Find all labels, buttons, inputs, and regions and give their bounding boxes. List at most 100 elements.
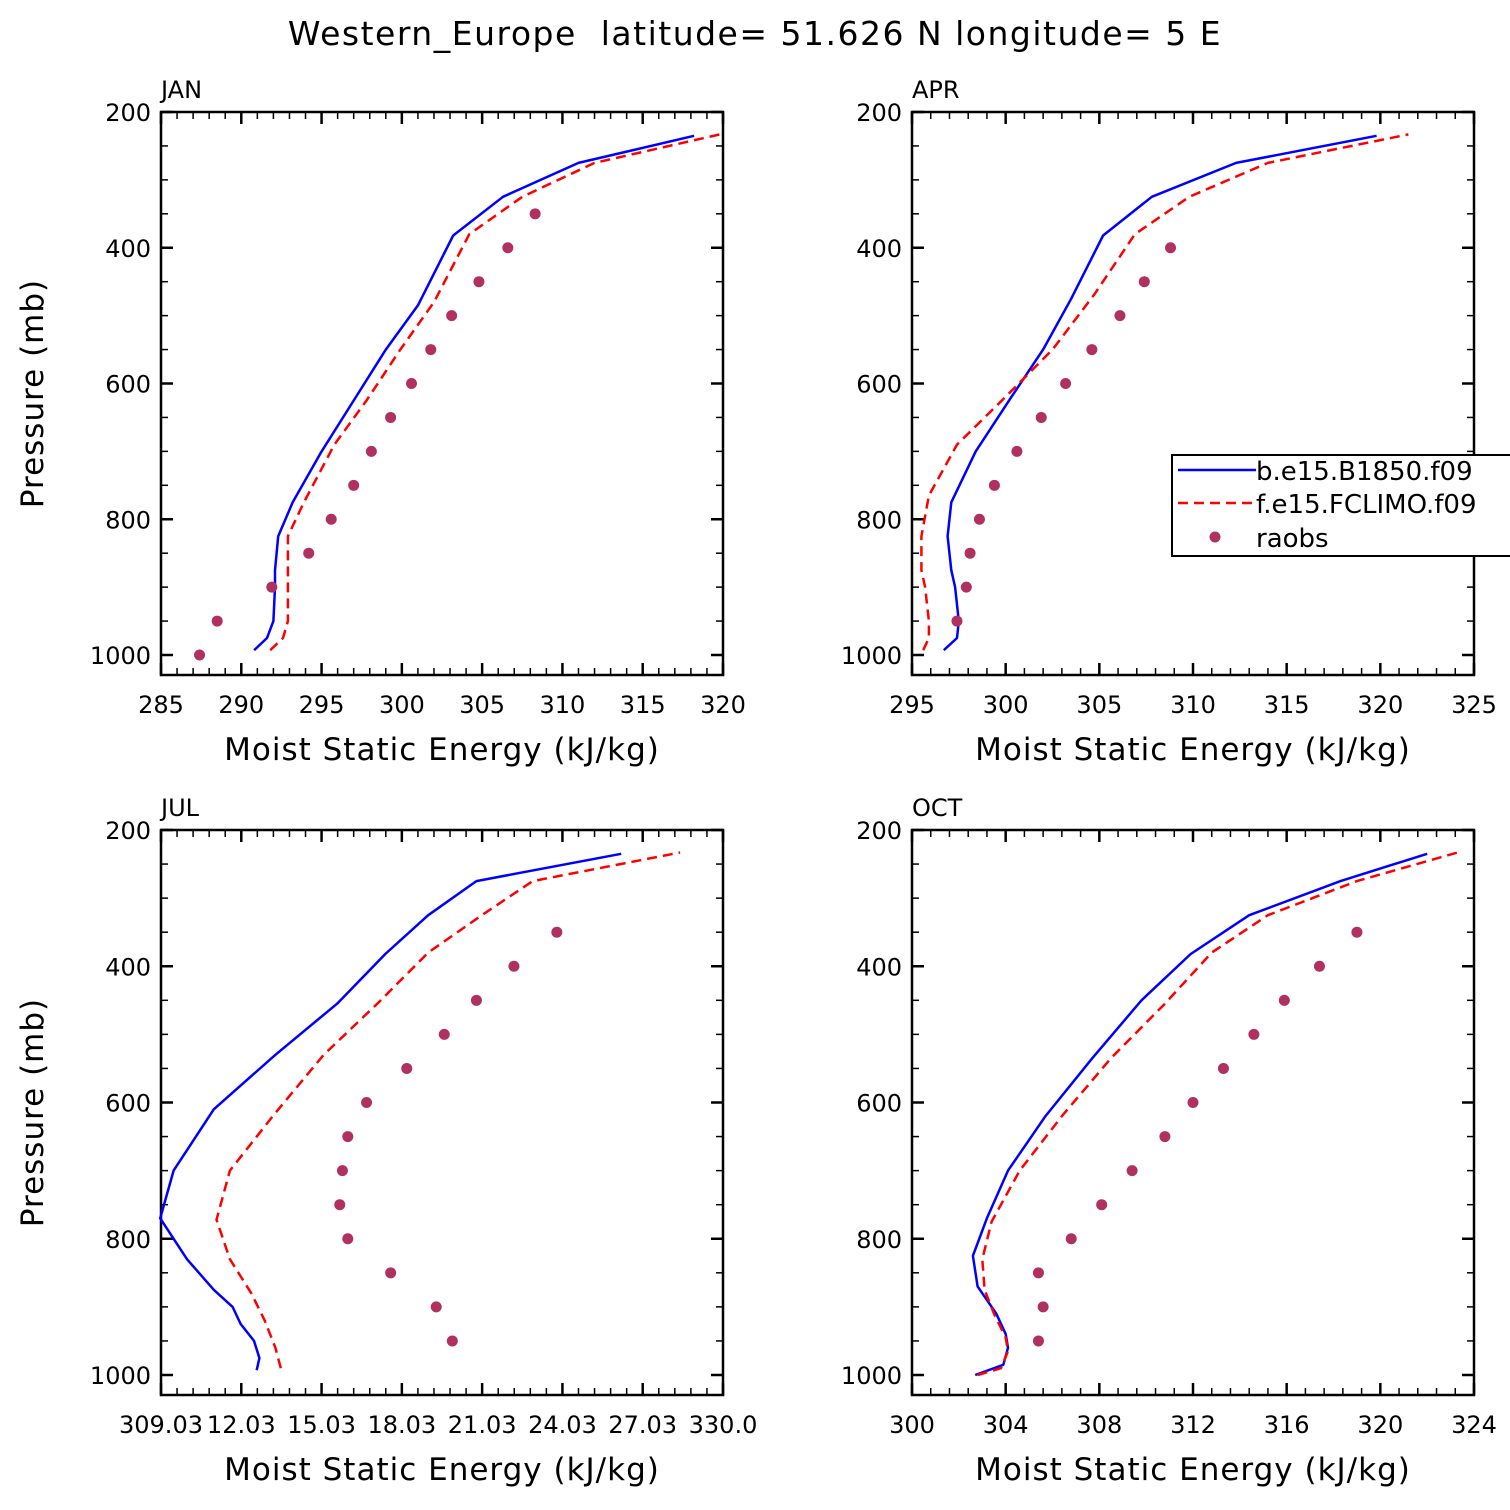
- raobs-point: [1114, 310, 1126, 322]
- raobs-point: [1278, 994, 1290, 1006]
- x-tick-label: 304: [983, 1411, 1029, 1439]
- x-tick-label: 18.03: [367, 1411, 436, 1439]
- raobs-point: [1138, 276, 1150, 288]
- x-tick-label: 316: [1264, 1411, 1310, 1439]
- raobs-point: [385, 411, 397, 423]
- raobs-point: [325, 513, 337, 525]
- x-tick-label: 320: [1357, 1411, 1403, 1439]
- raobs-point: [1126, 1165, 1138, 1177]
- plot-frame: [159, 828, 725, 1397]
- panel-title: APR: [912, 76, 960, 104]
- x-tick-label: 320: [700, 691, 746, 719]
- y-tick-label: 1000: [90, 1362, 151, 1390]
- y-tick-label: 600: [856, 371, 902, 399]
- panel-oct: OCT 300 304 308 312 316 320 324 200 400 600 800 1000…: [841, 794, 1497, 1488]
- raobs-point: [1217, 1062, 1229, 1074]
- panel-apr: APR 295 300 305 310 315 320 325 200 400 600 800 1000…: [841, 76, 1497, 768]
- y-axis-label: Pressure (mb): [15, 279, 51, 508]
- panel-title: JUL: [159, 794, 200, 822]
- x-axis-label: Moist Static Energy (kJ/kg): [224, 1452, 660, 1488]
- x-tick-label: 12.03: [207, 1411, 276, 1439]
- raobs-point: [425, 344, 437, 356]
- raobs-point: [405, 378, 417, 389]
- raobs-point: [211, 615, 223, 627]
- y-tick-label: 1000: [841, 642, 902, 670]
- raobs-point: [951, 615, 963, 627]
- x-tick-label: 300: [889, 1411, 935, 1439]
- x-tick-label: 305: [459, 691, 505, 719]
- raobs-point: [508, 960, 520, 972]
- y-tick-label: 800: [105, 506, 151, 534]
- series-line-fclimo: [920, 133, 1409, 651]
- raobs-point: [502, 242, 514, 254]
- series-line-fclimo: [269, 133, 721, 652]
- y-tick-label: 600: [105, 371, 151, 399]
- x-tick-label: 308: [1076, 1411, 1122, 1439]
- y-tick-label: 200: [856, 817, 902, 845]
- raobs-point: [348, 479, 360, 491]
- raobs-point: [1035, 411, 1047, 423]
- x-axis-label: Moist Static Energy (kJ/kg): [224, 732, 660, 768]
- y-tick-label: 200: [105, 99, 151, 127]
- x-tick-label: 309.03: [119, 1411, 203, 1439]
- raobs-point: [964, 547, 976, 559]
- y-tick-label: 400: [105, 235, 151, 263]
- raobs-point: [1351, 926, 1363, 938]
- raobs-point: [551, 926, 563, 938]
- raobs-point: [430, 1301, 442, 1313]
- y-tick-label: 400: [105, 953, 151, 981]
- x-tick-label: 305: [1076, 691, 1122, 719]
- legend-label: b.e15.B1850.f09: [1256, 457, 1473, 487]
- raobs-point: [1086, 344, 1098, 356]
- raobs-point: [1032, 1267, 1044, 1279]
- raobs-point: [973, 513, 985, 525]
- raobs-point: [473, 276, 485, 288]
- raobs-point: [303, 547, 315, 559]
- legend-label: raobs: [1256, 524, 1329, 554]
- raobs-point: [1187, 1097, 1199, 1108]
- raobs-point: [334, 1199, 346, 1211]
- x-tick-label: 295: [299, 691, 345, 719]
- raobs-point: [470, 994, 482, 1006]
- series-line-b1850: [942, 134, 1377, 652]
- x-axis-label: Moist Static Energy (kJ/kg): [975, 1452, 1411, 1488]
- y-tick-label: 600: [856, 1090, 902, 1118]
- x-tick-label: 310: [1170, 691, 1216, 719]
- x-tick-label: 325: [1451, 691, 1497, 719]
- y-tick-label: 1000: [90, 642, 151, 670]
- raobs-point: [1096, 1199, 1108, 1211]
- raobs-point: [1165, 242, 1177, 254]
- raobs-point: [385, 1267, 397, 1279]
- raobs-point: [1011, 445, 1023, 457]
- raobs-point: [342, 1131, 354, 1143]
- x-tick-label: 285: [138, 691, 184, 719]
- series-line-b1850: [253, 134, 695, 652]
- raobs-point: [342, 1233, 354, 1245]
- y-tick-label: 800: [856, 1226, 902, 1254]
- x-tick-label: 15.03: [287, 1411, 356, 1439]
- x-tick-label: 300: [983, 691, 1029, 719]
- panel-jan: JAN 285 290 295 300 305 310 315 320 200 400 600 800 1…: [15, 76, 746, 768]
- x-tick-label: 315: [620, 691, 666, 719]
- raobs-point: [194, 649, 206, 661]
- raobs-point: [446, 310, 458, 322]
- x-tick-label: 310: [540, 691, 586, 719]
- raobs-point: [438, 1028, 450, 1040]
- x-tick-label: 27.03: [608, 1411, 677, 1439]
- raobs-point: [960, 581, 972, 593]
- y-tick-label: 200: [105, 817, 151, 845]
- x-axis-label: Moist Static Energy (kJ/kg): [975, 732, 1411, 768]
- x-tick-label: 24.03: [528, 1411, 597, 1439]
- raobs-point: [1159, 1131, 1171, 1143]
- raobs-point: [365, 445, 377, 457]
- legend-label: f.e15.FCLIMO.f09: [1256, 490, 1476, 520]
- legend-box: [1171, 454, 1510, 557]
- raobs-point: [336, 1165, 348, 1177]
- x-tick-label: 300: [379, 691, 425, 719]
- x-tick-label: 320: [1357, 691, 1403, 719]
- raobs-point: [1313, 960, 1325, 972]
- raobs-point: [446, 1335, 458, 1347]
- series-line-fclimo: [977, 851, 1458, 1377]
- raobs-point: [1060, 378, 1072, 389]
